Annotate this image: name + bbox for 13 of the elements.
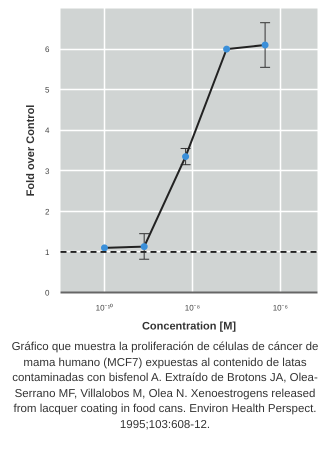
y-tick-label: 3: [45, 166, 50, 176]
x-tick-label: 10⁻⁸: [184, 304, 200, 312]
y-tick-label: 4: [45, 126, 50, 136]
y-tick-label: 6: [45, 45, 50, 54]
x-tick-label: 10⁻⁶: [272, 304, 288, 312]
y-tick-label: 0: [45, 288, 50, 298]
y-tick-label: 1: [45, 248, 50, 257]
x-tick-label: 10⁻¹⁰: [96, 304, 114, 312]
y-tick-label: 5: [45, 86, 50, 95]
text: Gráfico que muestra la proliferación de células de cáncer de mama humano (MCF7) expuestas al contenido de latas contaminadas con bisfenol A. Extraído de Brotons JA, Olea-Serrano MF, Villalobos M, Olea N. Xenoestrogens released from lacquer coating in food cans. Environ Health Perspect. 1995;103:608-12.: [10, 340, 320, 433]
x-axis-title: Concentration [M]: [142, 320, 236, 332]
y-axis-title: Fold over Control: [25, 104, 38, 196]
y-tick-label: 2: [45, 207, 50, 216]
